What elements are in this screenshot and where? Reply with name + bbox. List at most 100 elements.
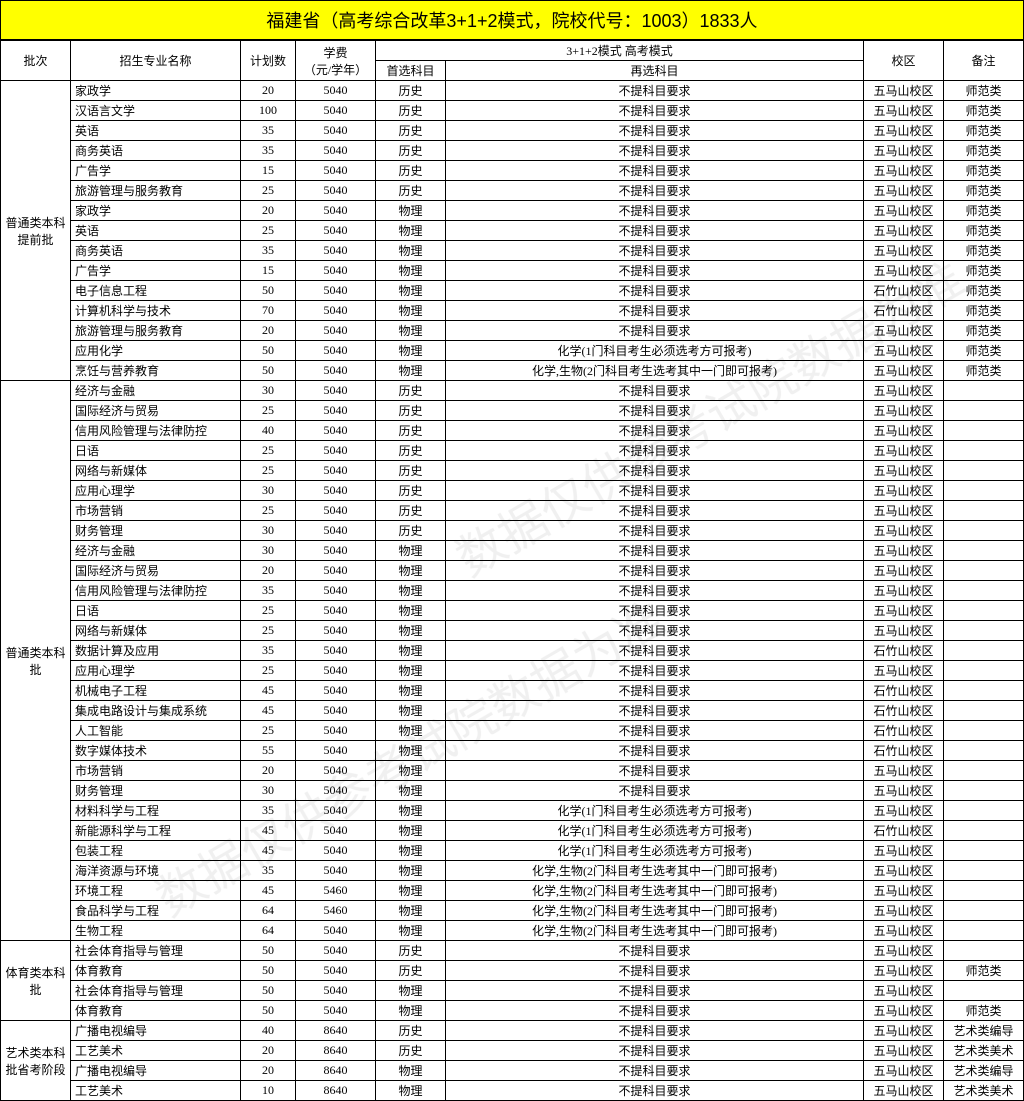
cell-note: 师范类 — [944, 281, 1024, 301]
table-row: 机械电子工程455040物理不提科目要求石竹山校区 — [1, 681, 1024, 701]
cell-campus: 石竹山校区 — [864, 701, 944, 721]
cell-sub2: 不提科目要求 — [446, 241, 864, 261]
cell-campus: 五马山校区 — [864, 961, 944, 981]
cell-sub2: 不提科目要求 — [446, 81, 864, 101]
cell-fee: 5040 — [296, 421, 376, 441]
cell-plan: 20 — [241, 81, 296, 101]
cell-campus: 五马山校区 — [864, 461, 944, 481]
table-row: 市场营销255040历史不提科目要求五马山校区 — [1, 501, 1024, 521]
cell-campus: 五马山校区 — [864, 121, 944, 141]
cell-major: 体育教育 — [71, 1001, 241, 1021]
table-row: 应用心理学255040物理不提科目要求五马山校区 — [1, 661, 1024, 681]
cell-major: 商务英语 — [71, 241, 241, 261]
cell-note — [944, 781, 1024, 801]
page-title: 福建省（高考综合改革3+1+2模式，院校代号：1003）1833人 — [0, 0, 1024, 40]
cell-plan: 15 — [241, 261, 296, 281]
header-mode-group: 3+1+2模式 高考模式 — [376, 41, 864, 61]
cell-sub2: 不提科目要求 — [446, 661, 864, 681]
table-row: 信用风险管理与法律防控405040历史不提科目要求五马山校区 — [1, 421, 1024, 441]
cell-fee: 5040 — [296, 721, 376, 741]
cell-note: 师范类 — [944, 181, 1024, 201]
cell-sub1: 历史 — [376, 961, 446, 981]
cell-fee: 5460 — [296, 881, 376, 901]
cell-campus: 五马山校区 — [864, 361, 944, 381]
cell-sub1: 历史 — [376, 381, 446, 401]
table-row: 新能源科学与工程455040物理化学(1门科目考生必须选考方可报考)石竹山校区 — [1, 821, 1024, 841]
cell-note: 艺术类编导 — [944, 1021, 1024, 1041]
cell-campus: 五马山校区 — [864, 241, 944, 261]
cell-campus: 五马山校区 — [864, 801, 944, 821]
table-row: 数据计算及应用355040物理不提科目要求石竹山校区 — [1, 641, 1024, 661]
cell-sub1: 历史 — [376, 481, 446, 501]
cell-sub2: 不提科目要求 — [446, 161, 864, 181]
cell-sub1: 物理 — [376, 261, 446, 281]
cell-sub1: 历史 — [376, 81, 446, 101]
cell-note — [944, 721, 1024, 741]
cell-sub1: 物理 — [376, 881, 446, 901]
cell-campus: 石竹山校区 — [864, 721, 944, 741]
cell-note: 师范类 — [944, 101, 1024, 121]
cell-major: 电子信息工程 — [71, 281, 241, 301]
cell-sub1: 历史 — [376, 441, 446, 461]
cell-sub2: 化学,生物(2门科目考生选考其中一门即可报考) — [446, 881, 864, 901]
cell-sub1: 历史 — [376, 101, 446, 121]
cell-note: 师范类 — [944, 341, 1024, 361]
cell-campus: 五马山校区 — [864, 1001, 944, 1021]
cell-sub1: 历史 — [376, 421, 446, 441]
cell-sub1: 物理 — [376, 341, 446, 361]
cell-major: 体育教育 — [71, 961, 241, 981]
cell-sub1: 物理 — [376, 921, 446, 941]
cell-sub1: 物理 — [376, 281, 446, 301]
cell-note: 师范类 — [944, 301, 1024, 321]
cell-major: 应用化学 — [71, 341, 241, 361]
cell-sub2: 不提科目要求 — [446, 1021, 864, 1041]
table-row: 日语255040物理不提科目要求五马山校区 — [1, 601, 1024, 621]
cell-batch: 体育类本科批 — [1, 941, 71, 1021]
cell-major: 网络与新媒体 — [71, 461, 241, 481]
cell-note — [944, 521, 1024, 541]
cell-fee: 5040 — [296, 241, 376, 261]
cell-sub1: 物理 — [376, 541, 446, 561]
cell-plan: 50 — [241, 281, 296, 301]
cell-sub2: 不提科目要求 — [446, 461, 864, 481]
cell-major: 计算机科学与技术 — [71, 301, 241, 321]
cell-major: 网络与新媒体 — [71, 621, 241, 641]
header-fee-l1: 学费 — [323, 46, 347, 60]
cell-campus: 五马山校区 — [864, 661, 944, 681]
cell-sub1: 物理 — [376, 761, 446, 781]
cell-plan: 100 — [241, 101, 296, 121]
cell-plan: 40 — [241, 1021, 296, 1041]
cell-sub1: 物理 — [376, 221, 446, 241]
cell-campus: 五马山校区 — [864, 941, 944, 961]
cell-fee: 5040 — [296, 161, 376, 181]
cell-note — [944, 741, 1024, 761]
cell-note — [944, 401, 1024, 421]
table-row: 集成电路设计与集成系统455040物理不提科目要求石竹山校区 — [1, 701, 1024, 721]
table-row: 海洋资源与环境355040物理化学,生物(2门科目考生选考其中一门即可报考)五马… — [1, 861, 1024, 881]
cell-batch: 普通类本科批 — [1, 381, 71, 941]
table-row: 食品科学与工程645460物理化学,生物(2门科目考生选考其中一门即可报考)五马… — [1, 901, 1024, 921]
cell-major: 工艺美术 — [71, 1041, 241, 1061]
table-row: 经济与金融305040物理不提科目要求五马山校区 — [1, 541, 1024, 561]
cell-campus: 五马山校区 — [864, 601, 944, 621]
cell-fee: 5040 — [296, 121, 376, 141]
cell-sub2: 不提科目要求 — [446, 601, 864, 621]
cell-plan: 25 — [241, 461, 296, 481]
cell-sub1: 物理 — [376, 701, 446, 721]
cell-sub1: 历史 — [376, 941, 446, 961]
cell-major: 社会体育指导与管理 — [71, 981, 241, 1001]
cell-campus: 五马山校区 — [864, 1021, 944, 1041]
cell-major: 人工智能 — [71, 721, 241, 741]
cell-note — [944, 821, 1024, 841]
table-row: 体育类本科批社会体育指导与管理505040历史不提科目要求五马山校区 — [1, 941, 1024, 961]
cell-campus: 五马山校区 — [864, 561, 944, 581]
cell-sub2: 不提科目要求 — [446, 401, 864, 421]
cell-sub2: 不提科目要求 — [446, 541, 864, 561]
cell-fee: 5040 — [296, 741, 376, 761]
cell-campus: 石竹山校区 — [864, 641, 944, 661]
cell-sub1: 历史 — [376, 401, 446, 421]
cell-note — [944, 641, 1024, 661]
cell-sub2: 不提科目要求 — [446, 1041, 864, 1061]
table-row: 社会体育指导与管理505040物理不提科目要求五马山校区 — [1, 981, 1024, 1001]
cell-sub1: 物理 — [376, 741, 446, 761]
